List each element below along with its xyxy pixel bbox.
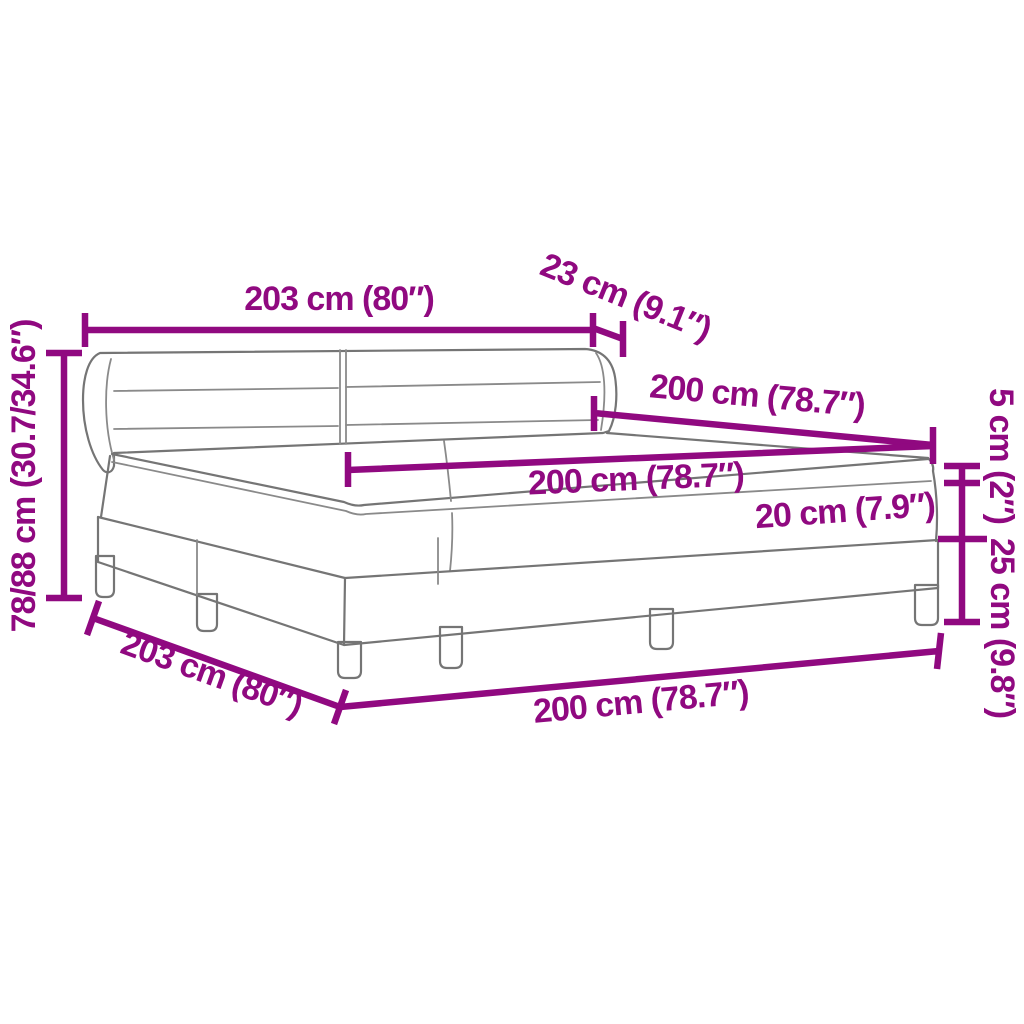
headboard-left-scroll-line: [105, 358, 115, 461]
dim-label-mattress-width: 200 cm (78.7″): [527, 455, 744, 502]
dimension-right-heights: 5 cm (2″) 25 cm (9.8″): [938, 388, 1021, 718]
mattress-left-edge: [99, 454, 112, 519]
dimension-line: [344, 442, 934, 487]
bed-leg: [438, 625, 464, 670]
headboard: [81, 347, 618, 474]
mattress-right-corner: [926, 456, 935, 473]
dim-label-topper-thickness: 5 cm (2″): [982, 388, 1020, 524]
bed-illustration: [81, 347, 940, 680]
bed-legs: [94, 554, 940, 680]
headboard-right-scroll-line: [595, 352, 606, 431]
dim-label-base-height: 25 cm (9.8″): [983, 538, 1021, 718]
mattress-top-front-edge: [110, 452, 930, 507]
box-spring-base: [96, 515, 940, 647]
bed-leg: [195, 592, 219, 633]
headboard-seam-upper: [113, 381, 601, 392]
dimension-line: [46, 349, 82, 602]
dimension-line: [938, 462, 987, 626]
dimension-line: [591, 321, 627, 357]
mattress-right-edge: [931, 469, 939, 543]
bed-leg: [648, 607, 675, 651]
mattress-split-seam: [443, 440, 454, 572]
headboard-outline: [81, 347, 618, 474]
headboard-seam-lower: [113, 419, 599, 430]
mattress-top-back-edge: [605, 431, 930, 460]
base-corner-edge: [342, 576, 347, 647]
bed-leg: [336, 640, 363, 680]
dim-label-headboard-width: 203 cm (80″): [244, 280, 434, 318]
mattress: [99, 431, 939, 572]
topper-seam: [111, 461, 932, 516]
dimension-line: [339, 632, 945, 711]
bed-leg: [913, 583, 940, 627]
dimension-line: [590, 396, 937, 464]
dimension-total-height: 78/88 cm (30.7/34.6″): [5, 320, 82, 633]
dimension-mattress-width: 200 cm (78.7″): [344, 442, 934, 502]
headboard-panel-split: [339, 349, 347, 445]
dim-label-total-height: 78/88 cm (30.7/34.6″): [5, 320, 43, 633]
